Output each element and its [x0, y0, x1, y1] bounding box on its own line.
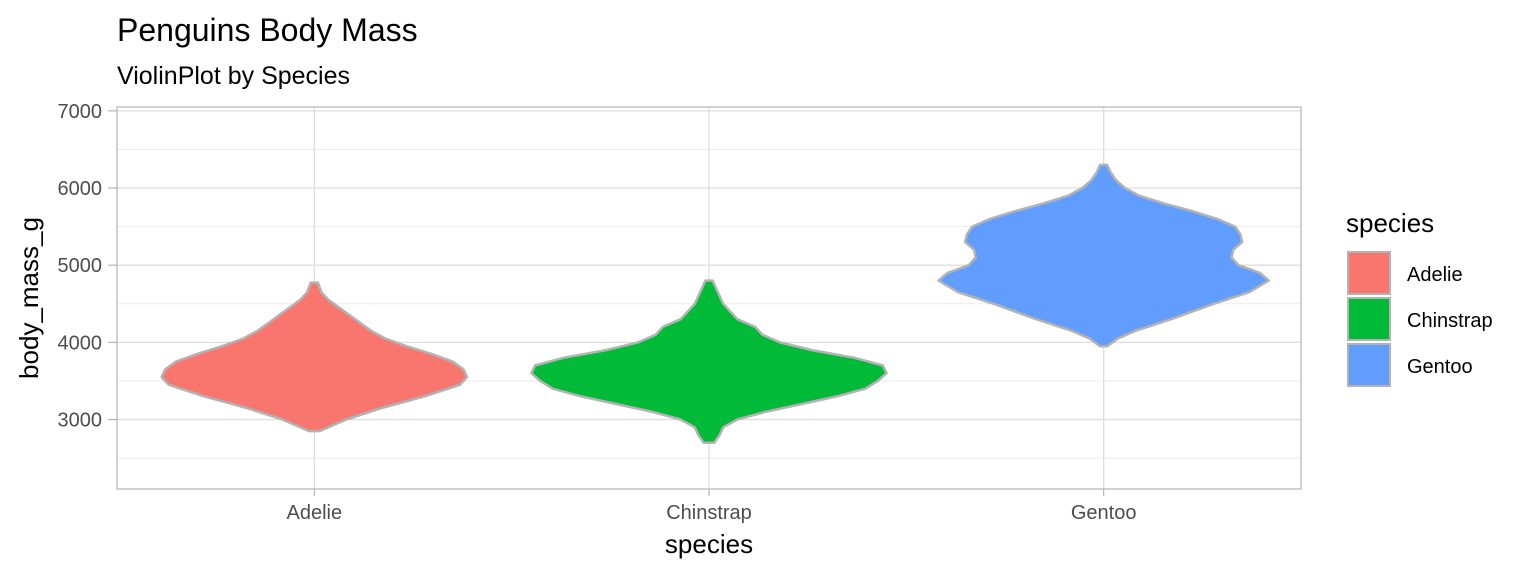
- legend-key-adelie: [1347, 251, 1391, 295]
- legend: species Adelie Chinstrap Gentoo: [1346, 208, 1493, 387]
- legend-title: species: [1346, 208, 1434, 238]
- legend-key-chinstrap: [1347, 297, 1391, 341]
- violin-adelie: [160, 281, 469, 433]
- y-tick-label: 4000: [58, 332, 103, 354]
- x-axis-title: species: [665, 529, 753, 559]
- x-axis-ticks: Adelie Chinstrap Gentoo: [287, 489, 1137, 524]
- legend-label: Adelie: [1407, 264, 1463, 286]
- legend-label: Chinstrap: [1407, 310, 1493, 332]
- x-tick-label: Adelie: [287, 502, 343, 524]
- violin-gentoo: [937, 163, 1271, 348]
- chart-title: Penguins Body Mass: [117, 12, 418, 48]
- legend-key-gentoo: [1347, 343, 1391, 387]
- chart-subtitle: ViolinPlot by Species: [117, 62, 350, 90]
- y-axis-title: body_mass_g: [14, 217, 44, 379]
- x-tick-label: Gentoo: [1071, 502, 1137, 524]
- violin-chinstrap: [530, 279, 888, 444]
- y-tick-label: 6000: [58, 178, 103, 200]
- x-tick-label: Chinstrap: [666, 502, 752, 524]
- legend-label: Gentoo: [1407, 356, 1473, 378]
- y-tick-label: 5000: [58, 255, 103, 277]
- y-axis-ticks: 3000 4000 5000 6000 7000: [58, 101, 117, 432]
- y-tick-label: 7000: [58, 101, 103, 123]
- y-tick-label: 3000: [58, 410, 103, 432]
- violins: [160, 163, 1271, 444]
